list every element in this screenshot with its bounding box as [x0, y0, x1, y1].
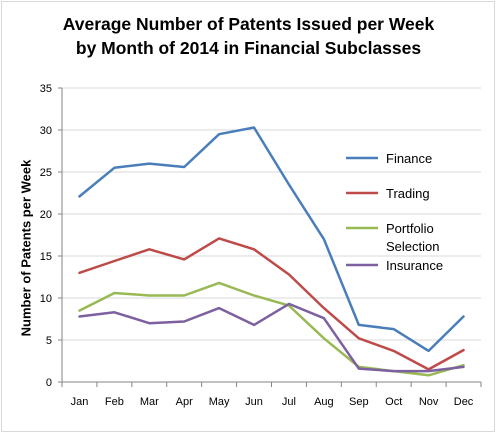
legend-label: Portfolio Selection	[386, 221, 439, 254]
series-lines	[78, 126, 465, 377]
x-tick-label: Sep	[349, 396, 369, 408]
y-tick-label: 10	[40, 293, 52, 305]
series-line-finance	[78, 126, 465, 353]
x-tick-labels: Jan Feb Mar Apr May Jun Jul Aug Sep Oct Nov Dec	[71, 396, 474, 408]
y-tick-label: 0	[46, 377, 52, 389]
x-tick-label: Jan	[71, 396, 89, 408]
series-line-trading	[78, 237, 465, 371]
series-line-insurance	[78, 302, 465, 373]
x-tick-label: Apr	[176, 396, 193, 408]
series-line-portfolio-selection	[78, 281, 465, 377]
gridlines	[62, 87, 481, 341]
chart-title-line-2: by Month of 2014 in Financial Subclasses	[75, 38, 422, 58]
y-tick-label: 30	[40, 125, 52, 137]
x-tick-label: Mar	[140, 396, 159, 408]
x-tick-label: Feb	[105, 396, 124, 408]
x-tick-label: Jul	[282, 396, 296, 408]
x-tick-label: Dec	[454, 396, 474, 408]
x-tick-label: Oct	[385, 396, 402, 408]
x-tick-label: May	[209, 396, 230, 408]
legend: Finance Trading Portfolio Selection Insuranc…	[346, 151, 443, 273]
legend-label: Trading	[386, 186, 430, 201]
y-tick-label: 25	[40, 167, 52, 179]
y-tick-label: 5	[46, 335, 52, 347]
legend-label: Finance	[386, 151, 432, 166]
x-tick-label: Aug	[314, 396, 334, 408]
axes	[58, 87, 482, 387]
y-tick-label: 15	[40, 251, 52, 263]
y-tick-labels: 0 5 10 15 20 25 30 35	[40, 83, 52, 389]
y-tick-label: 20	[40, 209, 52, 221]
x-tick-label: Jun	[245, 396, 263, 408]
legend-label: Insurance	[386, 258, 443, 273]
x-tick-label: Nov	[419, 396, 439, 408]
chart-title-line-1: Average Number of Patents Issued per Wee…	[62, 14, 435, 34]
y-tick-label: 35	[40, 83, 52, 95]
chart-title: Average Number of Patents Issued per Wee…	[0, 12, 497, 60]
